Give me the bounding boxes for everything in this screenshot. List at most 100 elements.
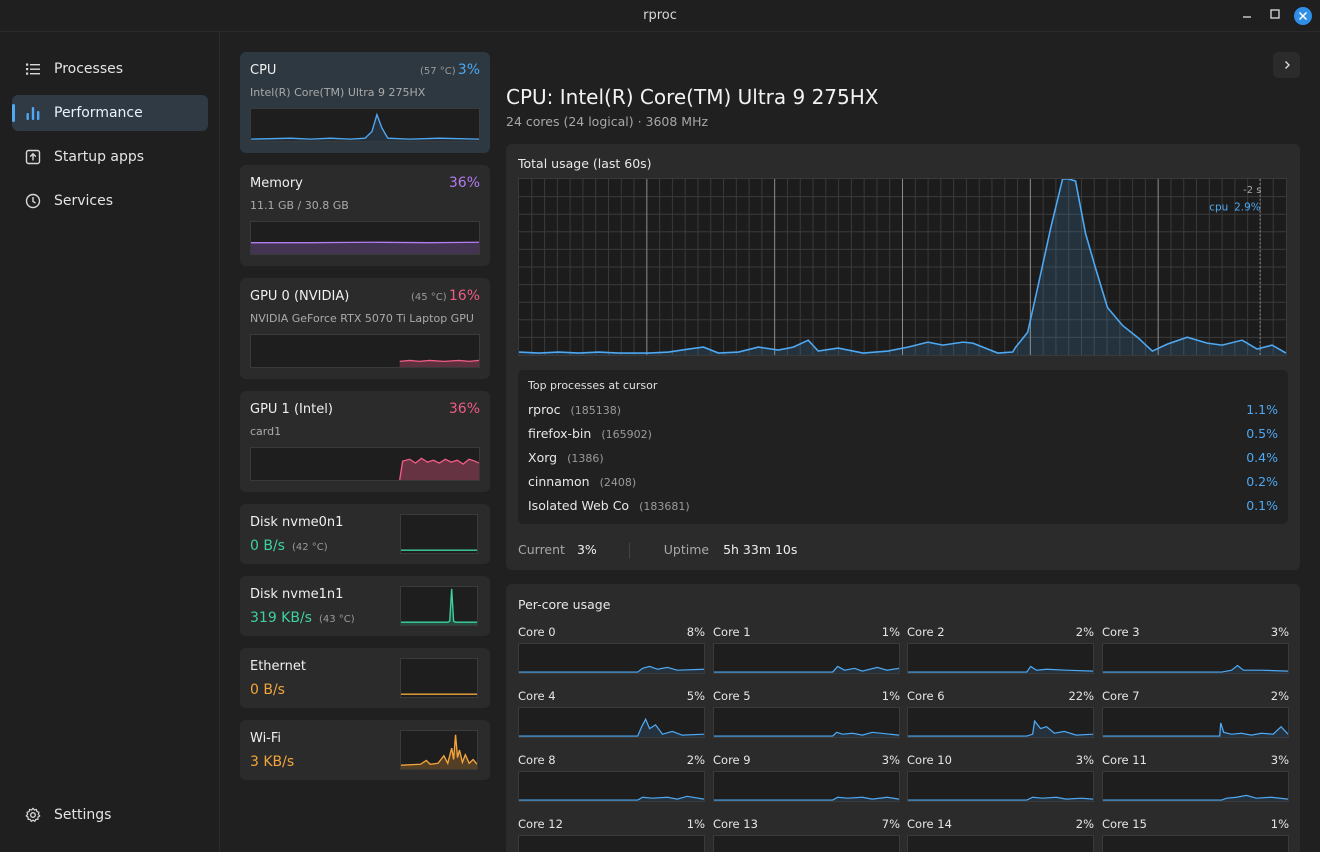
- gear-icon: [25, 807, 41, 823]
- minimize-icon[interactable]: [1238, 7, 1256, 25]
- sidebar-item-processes[interactable]: Processes: [12, 51, 208, 87]
- core-graph: [518, 771, 705, 802]
- device-name: Ethernet: [250, 659, 306, 674]
- process-pid: (185138): [570, 404, 622, 417]
- core-cell: Core 7 2%: [1102, 689, 1289, 743]
- core-graph: [1102, 771, 1289, 802]
- process-usage: 0.1%: [1246, 498, 1278, 513]
- usage-title: Total usage (last 60s): [518, 156, 652, 171]
- process-row[interactable]: rproc (185138) 1.1%: [528, 402, 1278, 422]
- process-usage: 0.4%: [1246, 450, 1278, 465]
- device-rate: 319 KB/s: [250, 610, 312, 626]
- core-graph: [713, 835, 900, 852]
- device-name: GPU 0 (NVIDIA): [250, 289, 350, 304]
- expand-button[interactable]: [1273, 52, 1300, 78]
- page-title: CPU: Intel(R) Core(TM) Ultra 9 275HX: [506, 85, 879, 109]
- device-percent: 16%: [448, 288, 480, 304]
- device-temp: (45 °C): [411, 292, 447, 303]
- core-graph: [713, 771, 900, 802]
- sidebar-item-performance[interactable]: Performance: [12, 95, 208, 131]
- device-card-gpu1[interactable]: GPU 1 (Intel) 36% card1: [240, 391, 490, 492]
- gpu1-mini-graph: [250, 447, 480, 481]
- device-percent: 36%: [448, 401, 480, 417]
- core-graph: [907, 771, 1094, 802]
- list-icon: [25, 61, 41, 77]
- core-name: Core 11: [1102, 753, 1147, 767]
- cpu-mini-graph: [250, 108, 480, 142]
- top-processes-title: Top processes at cursor: [528, 379, 658, 392]
- core-cell: Core 11 3%: [1102, 753, 1289, 807]
- sidebar-item-label: Startup apps: [54, 149, 145, 165]
- startup-icon: [25, 149, 41, 165]
- process-pid: (165902): [601, 428, 652, 441]
- core-cell: Core 1 1%: [713, 625, 900, 679]
- sidebar-item-startup-apps[interactable]: Startup apps: [12, 139, 208, 175]
- sidebar-item-label: Performance: [54, 105, 143, 121]
- process-pid: (183681): [639, 500, 690, 513]
- core-name: Core 8: [518, 753, 556, 767]
- total-usage-graph[interactable]: -2 s cpu 2.9%: [518, 178, 1287, 356]
- core-graph: [907, 643, 1094, 674]
- device-card-ethernet[interactable]: Ethernet 0 B/s: [240, 648, 490, 708]
- core-percent: 22%: [1068, 689, 1094, 703]
- window-title: rproc: [643, 8, 677, 23]
- core-name: Core 12: [518, 817, 563, 831]
- sidebar-item-services[interactable]: Services: [12, 183, 208, 219]
- device-card-wifi[interactable]: Wi-Fi 3 KB/s: [240, 720, 490, 780]
- disk1-mini-graph: [400, 586, 478, 626]
- core-percent: 1%: [881, 689, 900, 703]
- disk0-mini-graph: [400, 514, 478, 554]
- settings-button[interactable]: Settings: [12, 797, 208, 833]
- device-percent: 36%: [448, 175, 480, 191]
- core-cell: Core 6 22%: [907, 689, 1094, 743]
- core-cell: Core 13 7%: [713, 817, 900, 852]
- core-cell: Core 14 2%: [907, 817, 1094, 852]
- core-name: Core 15: [1102, 817, 1147, 831]
- process-row[interactable]: cinnamon (2408) 0.2%: [528, 474, 1278, 494]
- stats-divider: [628, 542, 630, 559]
- device-card-memory[interactable]: Memory 36% 11.1 GB / 30.8 GB: [240, 165, 490, 266]
- core-graph: [907, 707, 1094, 738]
- device-percent: 3%: [457, 62, 480, 78]
- process-name: cinnamon: [528, 474, 590, 489]
- device-rate: 3 KB/s: [250, 754, 295, 770]
- device-card-gpu0[interactable]: GPU 0 (NVIDIA) (45 °C) 16% NVIDIA GeForc…: [240, 278, 490, 379]
- process-row[interactable]: Xorg (1386) 0.4%: [528, 450, 1278, 470]
- core-cell: Core 15 1%: [1102, 817, 1289, 852]
- device-temp: (43 °C): [319, 614, 355, 625]
- sidebar-item-label: Services: [54, 193, 114, 209]
- process-pid: (1386): [567, 452, 604, 465]
- core-percent: 2%: [1075, 625, 1094, 639]
- bar-chart-icon: [25, 105, 41, 121]
- core-percent: 3%: [881, 753, 900, 767]
- maximize-icon[interactable]: [1266, 7, 1284, 25]
- uptime-value: 5h 33m 10s: [723, 542, 798, 557]
- device-subtitle: card1: [250, 425, 282, 438]
- device-card-disk-nvme0n1[interactable]: Disk nvme0n1 0 B/s (42 °C): [240, 504, 490, 564]
- process-row[interactable]: Isolated Web Co (183681) 0.1%: [528, 498, 1278, 518]
- core-percent: 3%: [1270, 753, 1289, 767]
- core-cell: Core 4 5%: [518, 689, 705, 743]
- cursor-value-label: 2.9%: [1234, 202, 1261, 214]
- device-card-disk-nvme1n1[interactable]: Disk nvme1n1 319 KB/s (43 °C): [240, 576, 490, 636]
- core-name: Core 9: [713, 753, 751, 767]
- device-card-cpu[interactable]: CPU (57 °C) 3% Intel(R) Core(TM) Ultra 9…: [240, 52, 490, 153]
- core-cell: Core 5 1%: [713, 689, 900, 743]
- process-row[interactable]: firefox-bin (165902) 0.5%: [528, 426, 1278, 446]
- core-percent: 3%: [1075, 753, 1094, 767]
- device-name: Disk nvme0n1: [250, 515, 344, 530]
- core-percent: 7%: [881, 817, 900, 831]
- core-graph: [713, 707, 900, 738]
- core-percent: 1%: [686, 817, 705, 831]
- device-rate: 0 B/s: [250, 682, 285, 698]
- device-name: CPU: [250, 63, 277, 78]
- power-icon: [25, 193, 41, 209]
- sidebar: Processes Performance Startup apps: [0, 32, 220, 852]
- process-usage: 0.2%: [1246, 474, 1278, 489]
- settings-label: Settings: [54, 807, 112, 823]
- device-name: Wi-Fi: [250, 731, 282, 746]
- close-icon[interactable]: [1294, 7, 1312, 25]
- cursor-time-label: -2 s: [1243, 185, 1261, 196]
- per-core-title: Per-core usage: [518, 597, 611, 612]
- device-rate: 0 B/s: [250, 538, 285, 554]
